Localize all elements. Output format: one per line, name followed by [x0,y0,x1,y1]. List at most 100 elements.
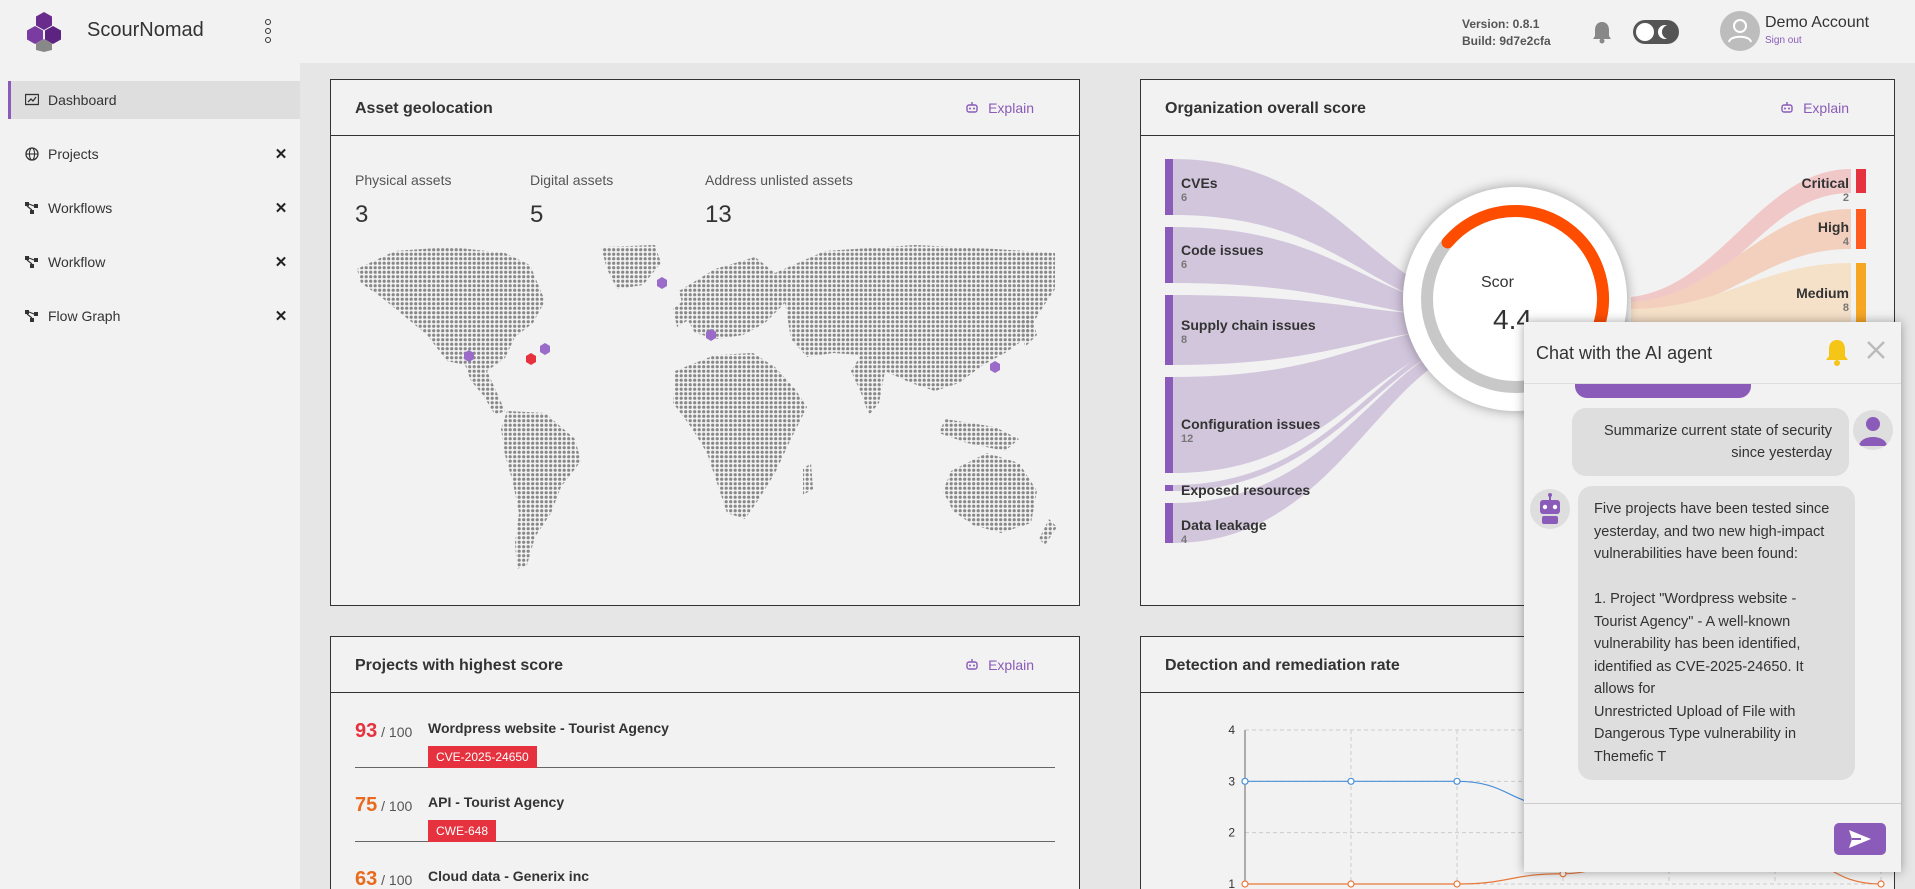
version-text: Version: 0.8.1 [1462,17,1540,31]
workflow-icon [25,256,38,268]
world-map[interactable] [355,243,1057,573]
sankey-severity-bar [1856,169,1866,193]
stat-value: 13 [705,201,732,228]
globe-icon [25,147,39,161]
panel-header: Organization overall score Explain [1141,80,1894,136]
y-tick-label: 3 [1228,774,1235,788]
data-point[interactable] [1347,777,1355,785]
chat-header: Chat with the AI agent [1524,322,1901,384]
asset-marker[interactable] [706,329,716,341]
sidebar-item-label: Projects [48,146,99,162]
workflow-icon [25,310,38,322]
close-icon[interactable] [1864,338,1888,362]
sankey-source-bar [1165,227,1173,283]
logo-icon [27,12,61,52]
y-tick-label: 4 [1228,723,1235,737]
sankey-severity-label: Critical [1802,175,1849,191]
send-icon [1849,830,1871,848]
physical-assets-stat: Physical assets 3 [355,172,451,229]
chat-bell-icon[interactable] [1825,338,1849,366]
data-point[interactable] [1241,880,1249,888]
explain-button[interactable]: Explain [965,100,1034,116]
vulnerability-badge[interactable]: CVE-2025-24650 [428,746,537,768]
vulnerability-badge[interactable]: CWE-648 [428,820,497,842]
sidebar-item-dashboard[interactable]: Dashboard [8,81,300,119]
bot-avatar [1530,489,1570,529]
sankey-severity-count: 4 [1843,236,1850,248]
score-value: 93 [355,720,378,742]
explain-label: Explain [988,100,1034,116]
asset-marker[interactable] [657,277,667,289]
chat-input-area[interactable] [1524,803,1901,872]
panel-title: Asset geolocation [355,100,493,117]
data-point[interactable] [1453,777,1461,785]
robot-icon [966,102,978,113]
explain-button[interactable]: Explain [1780,100,1849,116]
more-menu-icon[interactable] [262,19,274,43]
asset-marker-critical[interactable] [526,353,536,365]
sankey-source-count: 12 [1181,433,1193,445]
project-row[interactable]: 75 / 100 API - Tourist Agency CWE-648 [355,768,1055,842]
ai-chat-window: Chat with the AI agent Summarize current… [1524,322,1901,872]
data-point[interactable] [1241,777,1249,785]
score-value: 63 [355,868,378,889]
close-icon[interactable]: ✕ [274,308,288,325]
bot-message: Five projects have been tested since yes… [1578,486,1855,780]
sidebar-item-workflows[interactable]: Workflows ✕ [8,189,300,227]
asset-marker[interactable] [540,343,550,355]
toggle-knob [1636,23,1654,41]
data-point[interactable] [1347,880,1355,888]
y-tick-label: 2 [1228,826,1235,840]
close-icon[interactable]: ✕ [274,254,288,271]
asset-marker[interactable] [990,361,1000,373]
sankey-source-count: 6 [1181,259,1187,271]
panel-title: Detection and remediation rate [1165,657,1400,674]
asset-marker[interactable] [464,350,474,362]
sign-out-link[interactable]: Sign out [1765,35,1802,46]
panel-title: Organization overall score [1165,100,1366,117]
theme-toggle[interactable] [1633,20,1679,44]
sankey-source-bar [1165,159,1173,215]
asset-geolocation-panel: Asset geolocation Explain Physical asset… [330,79,1080,606]
close-icon[interactable]: ✕ [274,200,288,217]
notification-bell-icon[interactable] [1591,20,1613,44]
unlisted-assets-stat: Address unlisted assets 13 [705,172,853,229]
sankey-severity-count: 8 [1843,302,1849,314]
project-name: Wordpress website - Tourist Agency [428,720,669,736]
explain-label: Explain [1803,100,1849,116]
sidebar-item-flow-graph[interactable]: Flow Graph ✕ [8,297,300,335]
panel-header: Detection and remediation rate [1141,637,1894,693]
explain-button[interactable]: Explain [965,657,1034,673]
previous-message [1575,384,1751,398]
sankey-source-bar [1165,295,1173,365]
send-button[interactable] [1834,823,1886,855]
version-info: Version: 0.8.1 Build: 9d7e2cfa [1462,16,1551,50]
score-max: / 100 [377,798,413,814]
gauge-label: Scor [1481,274,1515,291]
account-name: Demo Account [1765,14,1870,31]
sankey-source-count: 8 [1181,334,1187,346]
project-score: 63 / 100 [355,868,412,889]
panel-header: Projects with highest score Explain [331,637,1079,693]
data-point[interactable] [1877,880,1885,888]
project-row[interactable]: 93 / 100 Wordpress website - Tourist Age… [355,694,1055,768]
digital-assets-stat: Digital assets 5 [530,172,613,229]
chat-messages[interactable]: Summarize current state of security sinc… [1524,384,1901,803]
sidebar-item-workflow[interactable]: Workflow ✕ [8,243,300,281]
stat-label: Physical assets [355,172,452,188]
top-header: ScourNomad Version: 0.8.1 Build: 9d7e2cf… [0,0,1915,63]
sidebar-item-projects[interactable]: Projects ✕ [8,135,300,173]
panel-title: Projects with highest score [355,657,564,674]
user-message: Summarize current state of security sinc… [1572,408,1849,476]
workflow-icon [25,202,38,214]
stat-value: 3 [355,201,369,228]
project-row[interactable]: 63 / 100 Cloud data - Generix inc [355,842,1055,889]
project-score: 75 / 100 [355,794,412,817]
data-point[interactable] [1453,880,1461,888]
sankey-source-label: CVEs [1181,175,1218,191]
close-icon[interactable]: ✕ [274,146,288,163]
asset-markers [464,277,1000,373]
account-avatar[interactable] [1720,11,1760,51]
sankey-source-count: 4 [1181,534,1188,546]
dashboard-icon [25,93,39,106]
